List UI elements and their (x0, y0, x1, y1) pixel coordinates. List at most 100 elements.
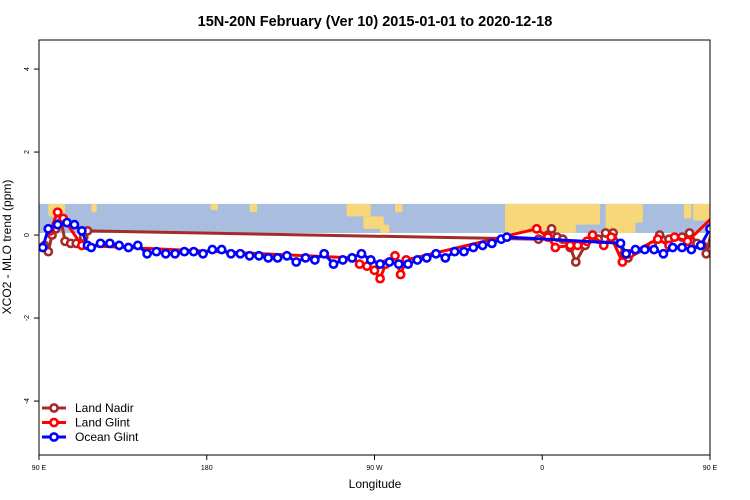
ocean-glint-point (281, 250, 292, 261)
land-patch (395, 203, 403, 213)
ocean-glint-point (615, 238, 626, 249)
land-patch (683, 203, 692, 219)
x-tick-label: 90 E (32, 465, 47, 472)
series-ocean-glint (39, 217, 710, 269)
ocean-glint-point (235, 248, 246, 259)
legend-label: Land Glint (75, 416, 130, 430)
ocean-glint-point (449, 246, 460, 257)
land-glint-point (354, 259, 365, 269)
land-glint-point (669, 232, 680, 243)
ocean-glint-point (375, 259, 385, 269)
ocean-glint-point (62, 217, 72, 228)
ocean-glint-point (114, 240, 125, 251)
ocean-glint-point (677, 242, 687, 253)
ocean-glint-point (487, 238, 497, 249)
land-glint-point (652, 234, 663, 245)
ocean-glint-point (254, 250, 264, 261)
land-patch (91, 203, 97, 213)
legend-label: Land Nadir (75, 401, 134, 415)
land-glint-point (531, 223, 542, 234)
ocean-glint-point (459, 246, 469, 257)
ocean-glint-point (207, 244, 218, 255)
legend-swatch-marker (49, 403, 59, 413)
ocean-glint-point (667, 242, 678, 253)
land-patch (363, 216, 384, 229)
y-tick-label: -2 (24, 315, 31, 321)
ocean-glint-point (291, 257, 302, 267)
ocean-glint-point (319, 248, 330, 259)
land-patch (631, 203, 643, 223)
ocean-glint-point (226, 248, 236, 259)
land-nadir-point (570, 257, 581, 267)
ocean-glint-point (43, 223, 54, 234)
ocean-glint-point (649, 244, 659, 255)
ocean-glint-point (356, 248, 367, 259)
land-glint-point (572, 240, 583, 251)
ocean-glint-point (39, 242, 48, 253)
ocean-glint-point (384, 257, 395, 267)
land-patch (346, 203, 371, 217)
ocean-glint-point (216, 244, 227, 255)
ocean-glint-point (686, 244, 697, 255)
y-tick-label: 0 (24, 233, 31, 237)
ocean-glint-point (188, 246, 199, 257)
x-tick-label: 0 (540, 465, 544, 472)
ocean-glint-point (300, 252, 311, 263)
land-patch (605, 203, 636, 233)
land-patch (249, 203, 258, 213)
y-tick-label: 4 (24, 67, 31, 71)
land-patch (572, 203, 601, 225)
land-patch (380, 224, 390, 233)
ocean-glint-point (347, 252, 358, 263)
ocean-glint-point (393, 259, 404, 269)
land-glint-point (587, 230, 598, 240)
x-tick-label: 90 E (703, 465, 718, 472)
land-nadir-point (684, 228, 695, 238)
ocean-glint-point (658, 248, 669, 259)
ocean-glint-point (69, 219, 80, 230)
ocean-glint-point (151, 246, 162, 257)
ocean-glint-point (198, 248, 208, 259)
land-patch (210, 203, 218, 211)
land-glint-point (375, 273, 385, 284)
ocean-glint-point (86, 242, 97, 253)
legend-item-ocean-glint: Ocean Glint (42, 430, 139, 444)
land-patch (693, 203, 710, 221)
x-axis-label: Longitude (349, 477, 402, 491)
ocean-glint-point (95, 238, 106, 249)
ocean-glint-point (309, 255, 320, 265)
legend-item-land-nadir: Land Nadir (42, 401, 134, 415)
legend-label: Ocean Glint (75, 430, 139, 444)
ocean-glint-point (132, 240, 143, 251)
ocean-glint-point (328, 259, 339, 269)
ocean-glint-point (123, 242, 134, 253)
y-tick-label: -4 (24, 398, 31, 404)
land-glint-point (682, 236, 693, 247)
land-glint-point (52, 207, 63, 218)
land-glint-point (565, 240, 576, 251)
legend-swatch-marker (49, 417, 59, 428)
ocean-glint-point (440, 252, 451, 263)
land-glint-point (550, 242, 561, 253)
ocean-glint-point (244, 250, 255, 261)
ocean-glint-point (421, 252, 432, 263)
ocean-glint-point (337, 255, 348, 265)
ocean-glint-point (630, 244, 641, 255)
legend-swatch-marker (49, 432, 59, 442)
land-patch (504, 203, 576, 233)
ocean-glint-point (695, 240, 706, 251)
x-axis: 90 E 180 90 W 0 90 E (32, 455, 718, 472)
ocean-glint-point (179, 246, 190, 257)
land-glint-point (617, 257, 628, 267)
legend-item-land-glint: Land Glint (42, 416, 130, 430)
ocean-glint-point (403, 259, 413, 269)
ocean-glint-point (365, 255, 376, 265)
land-glint-point (395, 269, 406, 280)
land-nadir-point (701, 248, 710, 259)
land-band (39, 203, 710, 233)
ocean-glint-point (705, 223, 710, 234)
ocean-glint-point (272, 252, 283, 263)
series-layer (39, 207, 710, 284)
